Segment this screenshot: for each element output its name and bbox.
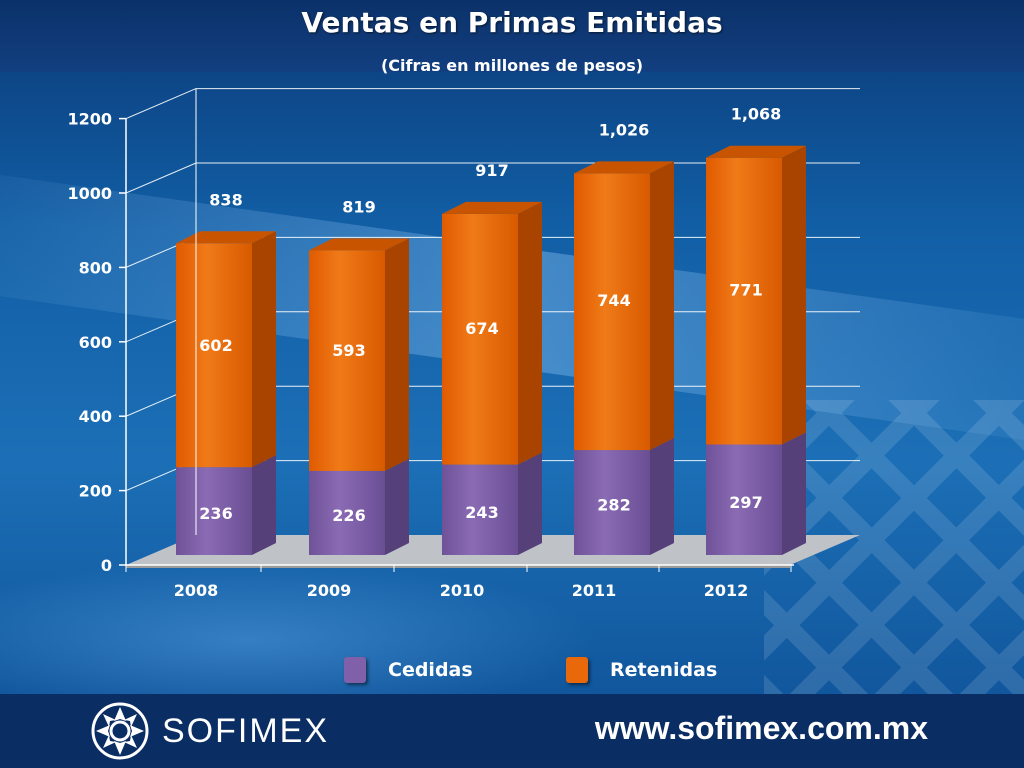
bar-cedidas-side bbox=[782, 432, 806, 555]
legend-swatch-retenidas bbox=[566, 657, 588, 683]
bar-retenidas bbox=[706, 157, 782, 445]
x-tick-label: 2009 bbox=[307, 581, 352, 600]
legend: Cedidas Retenidas bbox=[0, 653, 1024, 687]
bar-retenidas bbox=[574, 173, 650, 451]
legend-label-retenidas: Retenidas bbox=[610, 659, 718, 681]
data-label-retenidas: 771 bbox=[729, 280, 762, 299]
bar-retenidas-side bbox=[650, 161, 674, 451]
y-tick-label: 800 bbox=[79, 258, 112, 277]
y-tick-label: 400 bbox=[79, 407, 112, 426]
data-label-total: 1,026 bbox=[599, 120, 650, 139]
x-tick-label: 2012 bbox=[704, 581, 749, 600]
bar-cedidas bbox=[442, 464, 518, 555]
logo-text: SOFIMEX bbox=[162, 711, 330, 750]
bar-cedidas-side bbox=[385, 458, 409, 555]
data-label-total: 838 bbox=[209, 190, 242, 209]
bar-top bbox=[176, 231, 276, 244]
bar-top bbox=[574, 161, 674, 174]
bar-cedidas bbox=[574, 450, 650, 555]
bar-cedidas-side bbox=[252, 455, 276, 555]
data-label-cedidas: 226 bbox=[332, 506, 365, 525]
chart-title: Ventas en Primas Emitidas bbox=[301, 6, 723, 39]
data-label-cedidas: 297 bbox=[729, 493, 762, 512]
data-label-retenidas: 593 bbox=[332, 341, 365, 360]
data-label-total: 819 bbox=[342, 197, 375, 216]
bar-retenidas bbox=[309, 250, 385, 471]
website-link[interactable]: www.sofimex.com.mx bbox=[594, 710, 928, 746]
data-label-total: 1,068 bbox=[731, 105, 782, 124]
data-label-retenidas: 602 bbox=[199, 336, 232, 355]
data-label-cedidas: 236 bbox=[199, 504, 232, 523]
data-label-cedidas: 243 bbox=[465, 503, 498, 522]
data-label-retenidas: 674 bbox=[465, 319, 498, 338]
bar-cedidas bbox=[309, 470, 385, 555]
bars-layer bbox=[176, 145, 806, 555]
y-tick-label: 600 bbox=[79, 333, 112, 352]
sofimex-logo[interactable]: SOFIMEX bbox=[88, 698, 329, 764]
background-glow bbox=[0, 560, 600, 720]
bar-retenidas bbox=[442, 213, 518, 465]
bar-retenidas-side bbox=[782, 145, 806, 445]
x-tick-label: 2010 bbox=[440, 581, 485, 600]
legend-item-cedidas: Cedidas bbox=[344, 653, 473, 687]
bar-retenidas-side bbox=[252, 231, 276, 468]
bar-top bbox=[442, 201, 542, 214]
legend-item-retenidas: Retenidas bbox=[566, 653, 717, 687]
legend-label-cedidas: Cedidas bbox=[388, 659, 473, 681]
bar-top bbox=[706, 145, 806, 158]
bar-cedidas bbox=[706, 444, 782, 555]
gridline-side bbox=[125, 162, 197, 194]
bar-top bbox=[309, 238, 409, 251]
sofimex-logo-icon bbox=[91, 702, 149, 760]
title-band bbox=[0, 0, 1024, 72]
x-tick-label: 2008 bbox=[174, 581, 219, 600]
bar-cedidas-side bbox=[518, 452, 542, 555]
bar-retenidas bbox=[176, 243, 252, 468]
bar-retenidas-side bbox=[518, 201, 542, 465]
y-tick-label: 200 bbox=[79, 482, 112, 501]
gridline-side bbox=[125, 88, 197, 120]
x-tick-label: 2011 bbox=[572, 581, 617, 600]
axis-layer: 0 200 400 600 800 1000 1200 2008 2009 2010 2011 201… bbox=[67, 88, 794, 600]
labels-layer: 236 602 838 226 593 819 243 674 917 282 744 1,026 29… bbox=[199, 105, 781, 525]
chart-subtitle: (Cifras en millones de pesos) bbox=[380, 56, 644, 75]
bar-cedidas bbox=[176, 467, 252, 555]
y-tick-label: 0 bbox=[101, 556, 112, 575]
stacked-bar-chart: 236 602 838 226 593 819 243 674 917 282 744 1,026 29… bbox=[67, 88, 860, 600]
footer: SOFIMEX www.sofimex.com.mx bbox=[0, 694, 1024, 768]
y-tick-label: 1000 bbox=[67, 184, 112, 203]
data-label-cedidas: 282 bbox=[597, 496, 630, 515]
data-label-retenidas: 744 bbox=[597, 291, 630, 310]
bar-cedidas-side bbox=[650, 438, 674, 555]
legend-swatch-cedidas bbox=[344, 657, 366, 683]
y-tick-label: 1200 bbox=[67, 110, 112, 129]
data-label-total: 917 bbox=[475, 161, 508, 180]
bar-retenidas-side bbox=[385, 238, 409, 471]
